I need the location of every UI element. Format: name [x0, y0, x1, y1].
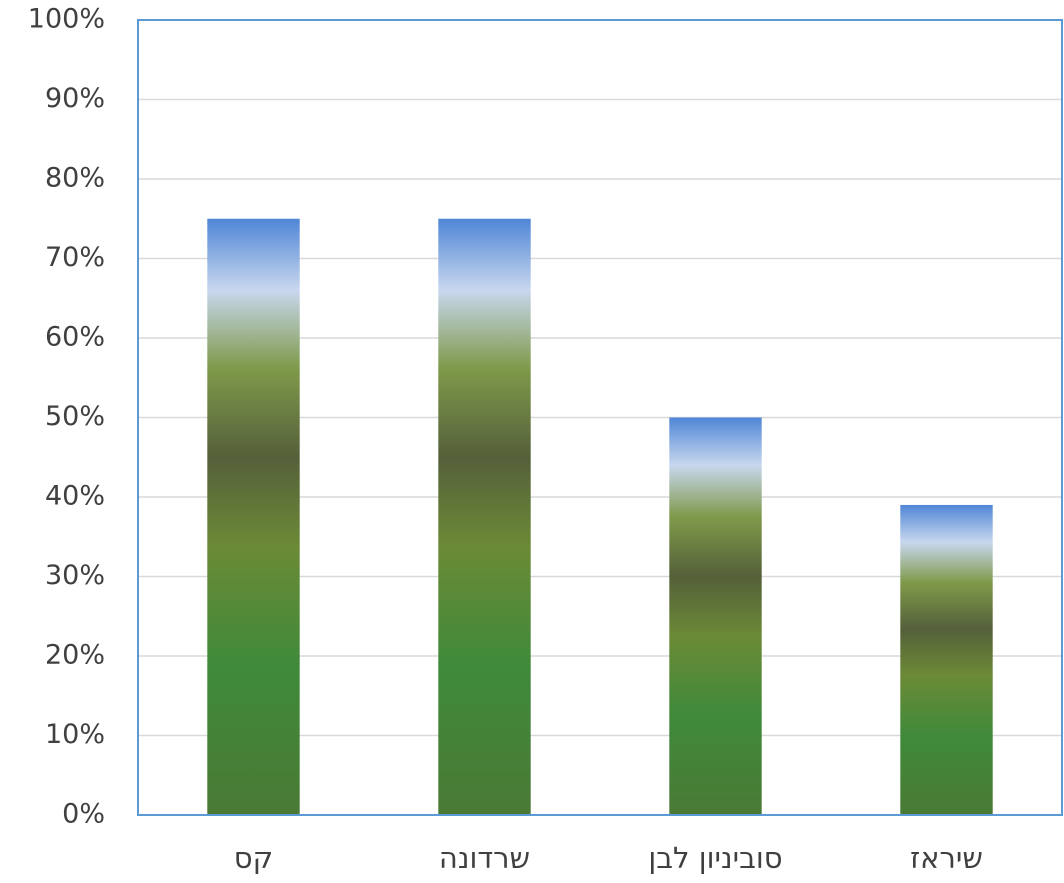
bar: [207, 218, 300, 815]
y-tick-label: 50%: [45, 401, 105, 432]
bar: [669, 417, 762, 815]
y-tick-label: 10%: [45, 719, 105, 750]
y-tick-label: 20%: [45, 640, 105, 671]
y-tick-label: 0%: [62, 799, 105, 830]
y-tick-label: 40%: [45, 481, 105, 512]
y-tick-label: 30%: [45, 560, 105, 591]
y-tick-label: 60%: [45, 322, 105, 353]
bar: [438, 218, 531, 815]
x-tick-label: סוביניון לבן: [648, 841, 782, 875]
x-tick-label: קס: [234, 841, 273, 875]
bars: [207, 218, 993, 815]
y-tick-label: 100%: [28, 4, 105, 35]
x-tick-label: שרדונה: [439, 841, 530, 875]
plot-border: [137, 19, 1063, 816]
y-tick-label: 70%: [45, 242, 105, 273]
bar: [900, 504, 993, 815]
x-tick-label: שיראז: [910, 841, 983, 875]
y-tick-label: 90%: [45, 83, 105, 114]
y-tick-label: 80%: [45, 163, 105, 194]
